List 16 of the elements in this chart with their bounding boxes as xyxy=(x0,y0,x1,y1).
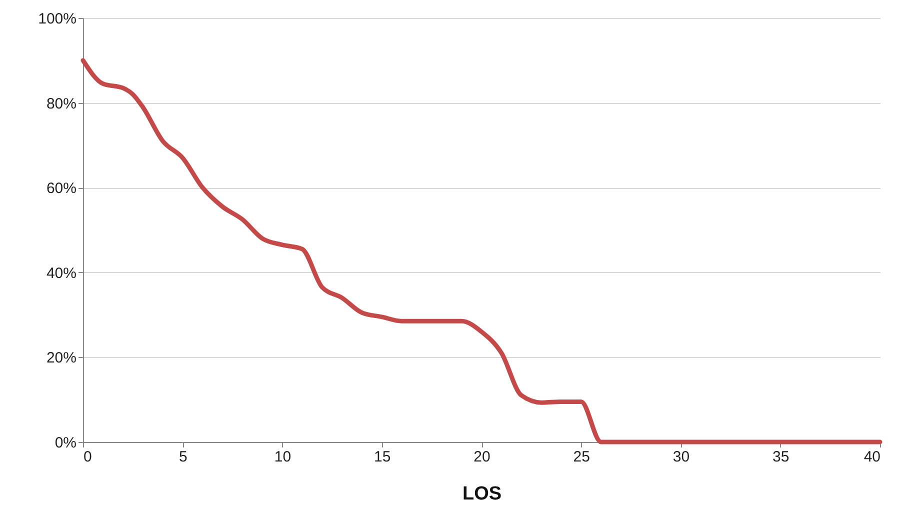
x-tick-label: 30 xyxy=(672,448,690,466)
y-tick-label: 20% xyxy=(46,350,76,367)
y-tick-label: 100% xyxy=(38,10,76,28)
x-tick-label: 10 xyxy=(274,448,292,466)
y-tick-label: 40% xyxy=(46,264,76,282)
x-tick-label: 35 xyxy=(772,448,790,466)
x-tick-label: 0 xyxy=(84,448,92,466)
x-tick-label: 40 xyxy=(864,448,880,466)
x-axis-title: LOS xyxy=(462,484,502,504)
x-tick-label: 25 xyxy=(573,448,590,466)
x-tick-label: 5 xyxy=(178,448,188,466)
x-tick-label: 15 xyxy=(374,448,391,466)
x-tick-label: 20 xyxy=(474,448,490,466)
y-tick-label: 0% xyxy=(54,434,76,452)
y-tick-label: 80% xyxy=(46,95,76,112)
y-tick-label: 60% xyxy=(46,180,76,198)
